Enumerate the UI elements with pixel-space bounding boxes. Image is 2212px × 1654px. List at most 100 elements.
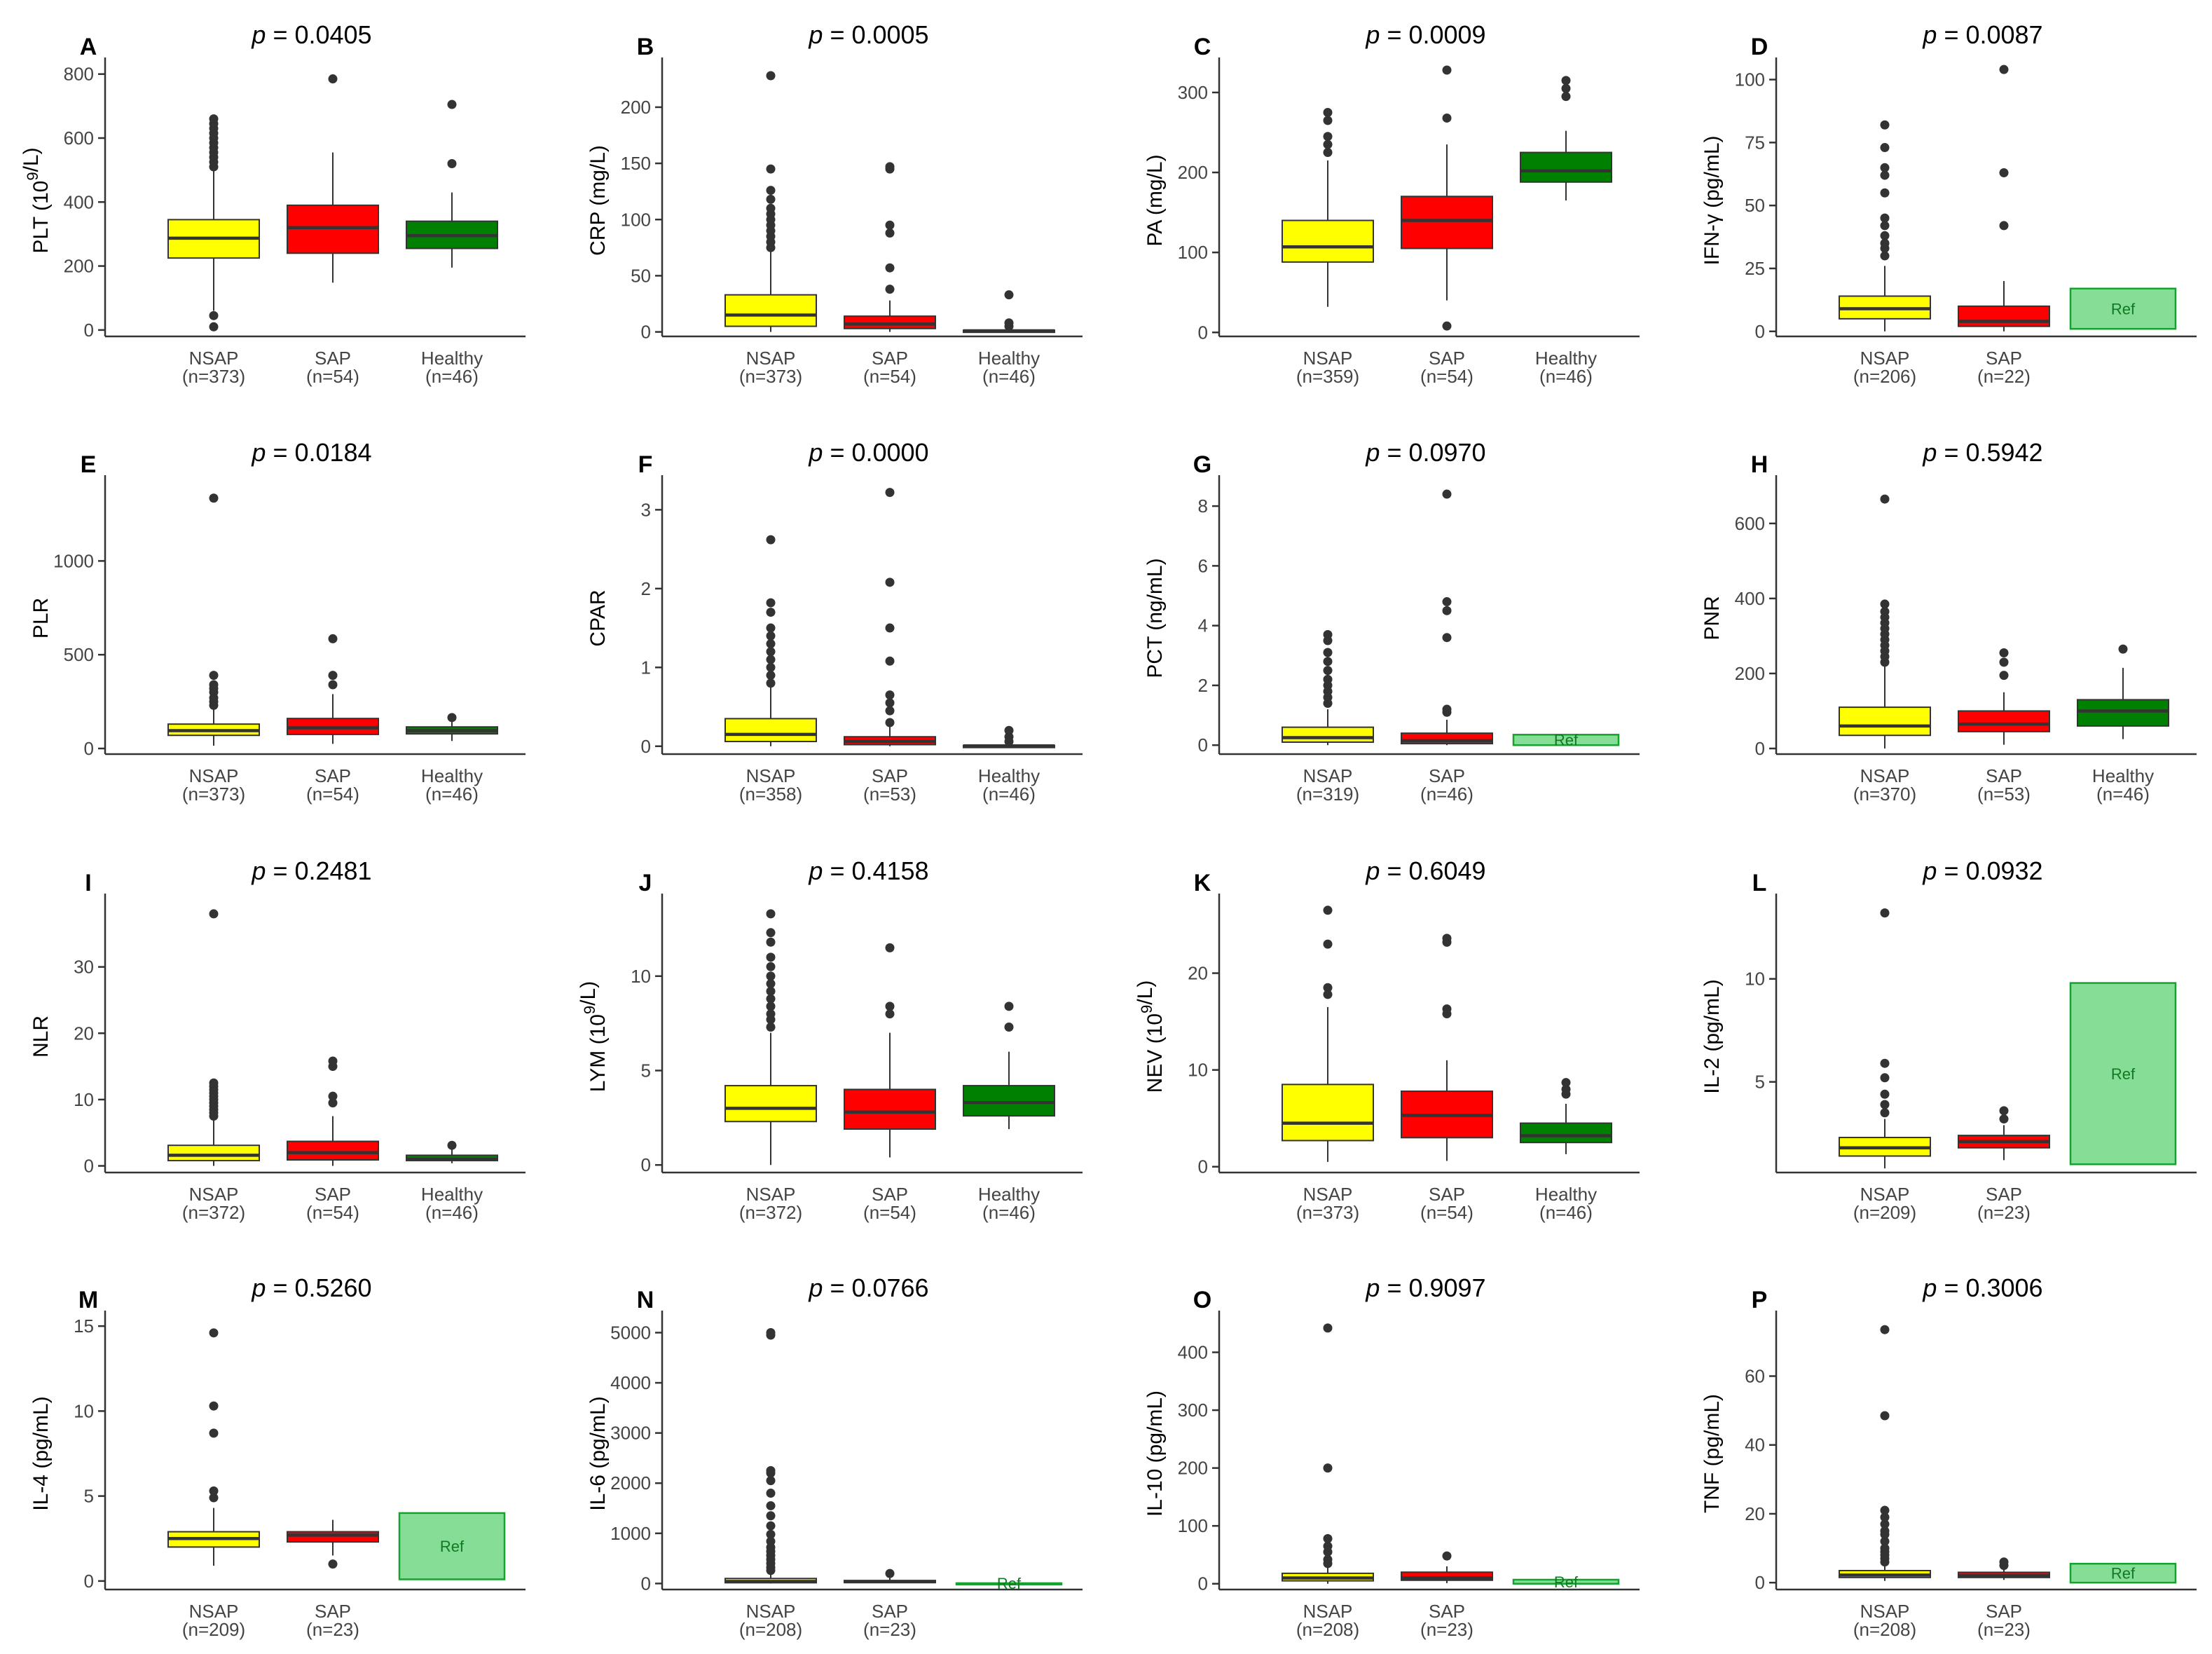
p-value-title: p = 0.0970 [1365, 438, 1485, 467]
x-tick-label: NSAP [746, 1184, 796, 1205]
y-tick-label: 3 [641, 499, 651, 520]
y-axis-label: IL-10 (pg/mL) [1143, 1390, 1167, 1517]
outlier-point [209, 322, 219, 332]
x-tick-n-label: (n=54) [863, 366, 916, 387]
outlier-point [766, 639, 776, 649]
outlier-point [766, 1327, 776, 1337]
outlier-point [209, 1428, 219, 1438]
iqr-box [844, 315, 936, 329]
y-tick-label: 200 [621, 97, 651, 118]
y-axis-label: IL-2 (pg/mL) [1701, 979, 1724, 1093]
box-sap: SAP(n=46) [1401, 489, 1493, 805]
y-tick-label: 5 [1755, 1072, 1765, 1093]
y-tick-label: 100 [1178, 1515, 1208, 1536]
x-tick-label: SAP [872, 348, 908, 369]
panel-letter: B [637, 34, 654, 60]
x-tick-label: NSAP [1860, 1601, 1910, 1622]
reference-label: Ref [440, 1538, 465, 1555]
x-tick-label: NSAP [1303, 1601, 1353, 1622]
outlier-point [328, 680, 338, 690]
p-value-title: p = 0.4158 [808, 856, 928, 885]
panel-letter: M [78, 1287, 98, 1313]
outlier-point [885, 285, 895, 294]
reference-range-box [1512, 1578, 1620, 1585]
iqr-box [1958, 710, 2050, 732]
x-tick-label: SAP [315, 1184, 351, 1205]
box-sap: SAP(n=53) [844, 488, 936, 805]
reference-label: Ref [1554, 1573, 1579, 1591]
outlier-point [1999, 671, 2009, 681]
outlier-point [766, 671, 776, 681]
outlier-point [766, 971, 776, 981]
outlier-point [328, 1559, 338, 1569]
outlier-point [1442, 113, 1452, 123]
outlier-point [1442, 606, 1452, 615]
y-tick-label: 4 [1198, 615, 1208, 636]
y-tick-label: 1 [641, 657, 651, 678]
outlier-point [328, 1091, 338, 1101]
iqr-box [724, 294, 817, 327]
outlier-point [209, 114, 219, 124]
box-sap: SAP(n=54) [287, 1056, 379, 1223]
outlier-point [1999, 648, 2009, 658]
y-tick-label: 0 [84, 1571, 94, 1592]
x-tick-label: NSAP [1860, 1184, 1910, 1205]
x-tick-n-label: (n=54) [306, 1202, 359, 1223]
x-tick-n-label: (n=23) [1977, 1619, 2031, 1640]
outlier-point [209, 1078, 219, 1088]
outlier-point [766, 647, 776, 657]
iqr-box [2077, 699, 2169, 727]
outlier-point [328, 671, 338, 681]
x-tick-n-label: (n=373) [1296, 1202, 1359, 1223]
x-tick-n-label: (n=372) [182, 1202, 245, 1223]
y-tick-label: 60 [1745, 1365, 1765, 1386]
y-tick-label: 600 [64, 128, 94, 149]
x-tick-label: SAP [1986, 348, 2022, 369]
panel-letter: I [85, 870, 91, 896]
outlier-point [766, 1529, 776, 1539]
outlier-point [1323, 1463, 1333, 1473]
p-value-title: p = 0.0009 [1365, 20, 1485, 49]
x-tick-n-label: (n=206) [1853, 366, 1916, 387]
iqr-box [1520, 1122, 1612, 1144]
x-tick-n-label: (n=54) [306, 784, 359, 805]
outlier-point [1323, 148, 1333, 158]
outlier-point [1880, 231, 1890, 240]
x-tick-n-label: (n=373) [739, 366, 802, 387]
y-tick-label: 400 [1735, 588, 1765, 609]
x-tick-n-label: (n=54) [1420, 366, 1473, 387]
x-tick-label: Healthy [2092, 765, 2154, 786]
outlier-point [1323, 905, 1333, 915]
outlier-point [1323, 657, 1333, 667]
y-axis-label: IL-6 (pg/mL) [586, 1396, 610, 1510]
x-tick-n-label: (n=46) [425, 1202, 479, 1223]
panel-letter: J [639, 870, 652, 896]
x-tick-n-label: (n=54) [863, 1202, 916, 1223]
y-tick-label: 10 [1745, 969, 1765, 990]
y-tick-label: 6 [1198, 555, 1208, 576]
outlier-point [1442, 65, 1452, 75]
x-tick-label: NSAP [1860, 348, 1910, 369]
x-tick-n-label: (n=46) [1539, 1202, 1593, 1223]
box-sap: SAP(n=54) [844, 162, 936, 387]
outlier-point [766, 164, 776, 174]
outlier-point [1561, 92, 1571, 102]
y-tick-label: 0 [1198, 1156, 1208, 1177]
iqr-box [724, 718, 817, 743]
box-sap: SAP(n=23) [287, 1519, 379, 1640]
iqr-box [287, 1140, 379, 1161]
box-healthy: Healthy(n=46) [406, 100, 498, 387]
iqr-box [1282, 1084, 1374, 1142]
outlier-point [766, 1023, 776, 1032]
outlier-point [1880, 170, 1890, 180]
y-tick-label: 0 [1198, 734, 1208, 756]
y-tick-label: 4000 [610, 1372, 651, 1393]
y-tick-label: 400 [64, 191, 94, 212]
outlier-point [1004, 725, 1014, 735]
y-tick-label: 8 [1198, 495, 1208, 517]
panel-letter: F [638, 451, 653, 478]
iqr-box [1282, 726, 1374, 743]
